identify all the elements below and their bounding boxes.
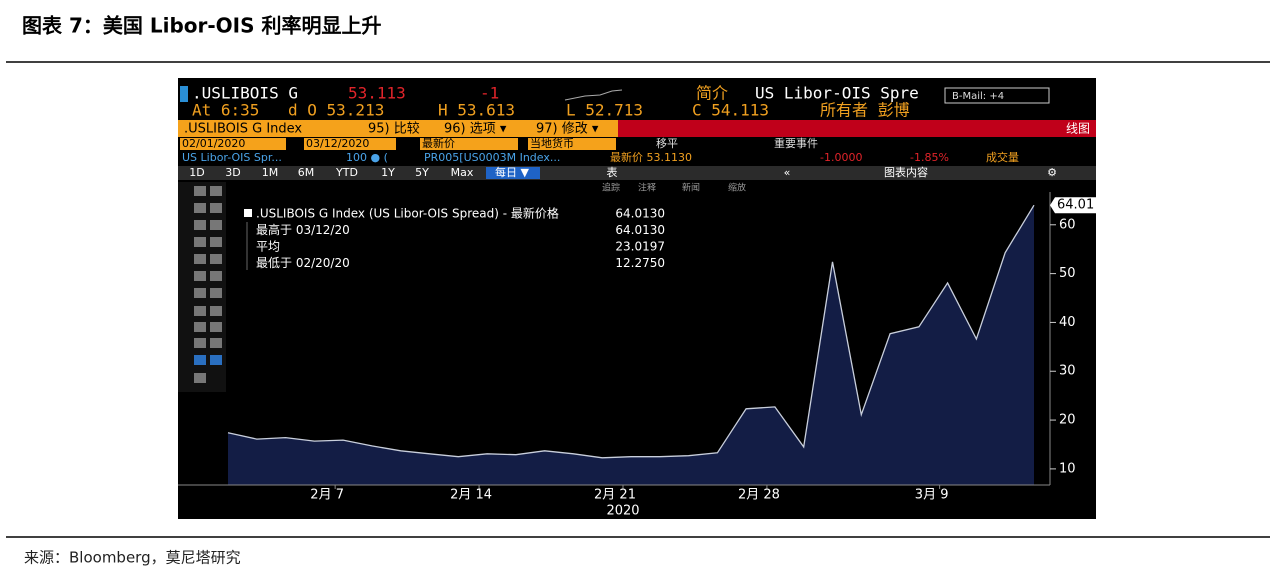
last-tag-label: 64.01: [1057, 198, 1094, 213]
y-tick-label: 10: [1059, 461, 1076, 476]
range-button[interactable]: 1D: [189, 166, 204, 179]
low: L 52.713: [566, 101, 643, 120]
y-tick-label: 60: [1059, 217, 1076, 232]
end-date[interactable]: 03/12/2020: [306, 137, 369, 150]
owner: 所有者 彭博: [820, 101, 910, 120]
x-tick-label: 2月 28: [738, 488, 780, 503]
legend-stat-name: 最低于 02/20/20: [256, 256, 350, 270]
area: [228, 205, 1034, 485]
chart-tools: 追踪 注释 新闻 缩放: [602, 182, 746, 194]
legend-stat-name: 最高于 03/12/20: [256, 222, 350, 237]
field[interactable]: 最新价: [422, 136, 455, 150]
start-date[interactable]: 02/01/2020: [182, 137, 245, 150]
series-change: -1.0000: [820, 151, 862, 164]
figure-title: 图表 7：美国 Libor-OIS 利率明显上升: [22, 14, 381, 38]
range-active[interactable]: [486, 167, 540, 179]
series-ticker: PR005[US0003M Index...: [424, 151, 560, 164]
y-tick-label: 40: [1059, 315, 1076, 330]
mail[interactable]: B-Mail: +4: [952, 91, 1004, 102]
menu-compare[interactable]: 95) 比较: [368, 122, 420, 137]
range-button[interactable]: 5Y: [415, 166, 429, 179]
open: d O 53.213: [288, 101, 384, 120]
menu-line[interactable]: 线图: [1066, 122, 1090, 136]
high: H 53.613: [438, 101, 515, 120]
close: C 54.113: [692, 101, 769, 120]
legend-series: .USLIBOIS G Index (US Libor-OIS Spread) …: [256, 206, 559, 221]
date-box[interactable]: [304, 138, 396, 150]
range-button[interactable]: 1Y: [381, 166, 395, 179]
ticker: .USLIBOIS G: [192, 84, 298, 103]
events[interactable]: 重要事件: [774, 136, 818, 150]
range-buttons: 1D 3D 1M 6M YTD 1Y 5Y Max 每日 ▼ 表 « 图表内容 ⚙: [189, 165, 1057, 179]
mail-box[interactable]: [944, 87, 1050, 104]
change: -1: [480, 84, 499, 103]
series-param: 100 ● (: [346, 151, 388, 164]
range-button[interactable]: 1M: [262, 166, 279, 179]
last-tag: [1050, 197, 1096, 214]
x-tick-label: 2月 14: [450, 488, 492, 503]
legend-stat-value: 64.0130: [615, 223, 665, 237]
menu-security[interactable]: .USLIBOIS G Index: [184, 122, 302, 137]
desc: US Libor-OIS Spre: [755, 84, 919, 103]
range-bar: [178, 166, 1096, 180]
range-button[interactable]: ⚙: [1047, 166, 1057, 179]
menu-bar-left: [178, 120, 618, 137]
x-tick-label: 2月 7: [310, 488, 344, 503]
tool-button[interactable]: 追踪: [602, 182, 620, 194]
series-desc: US Libor-OIS Spr...: [182, 151, 282, 164]
legend-stat-name: 平均: [256, 240, 280, 254]
range-button[interactable]: 图表内容: [884, 165, 928, 179]
legend-stat-value: 23.0197: [615, 240, 665, 254]
time: At 6:35: [192, 101, 259, 120]
date-box[interactable]: [180, 138, 286, 150]
legend-stat-value: 64.0130: [615, 207, 665, 221]
area-line: [227, 204, 1035, 459]
sparkline: [564, 89, 623, 101]
legend-stat-value: 12.2750: [615, 256, 665, 270]
tool-button[interactable]: 注释: [638, 182, 656, 194]
menu-edit[interactable]: 97) 修改 ▾: [536, 122, 599, 137]
currency[interactable]: 当地货币: [530, 136, 574, 150]
series-last: 最新价 53.1130: [610, 150, 692, 164]
range-button[interactable]: 每日 ▼: [495, 165, 529, 179]
range-button[interactable]: 6M: [298, 166, 315, 179]
tool-button[interactable]: 缩放: [728, 182, 746, 194]
ticker-marker: [180, 86, 188, 102]
range-button[interactable]: Max: [451, 166, 474, 179]
range-button[interactable]: 表: [607, 165, 618, 179]
x-tick-label: 3月 9: [915, 488, 949, 503]
tool-button[interactable]: 新闻: [682, 182, 700, 194]
field-box[interactable]: [420, 138, 518, 150]
currency-box[interactable]: [528, 138, 616, 150]
x-axis-year: 2020: [606, 504, 639, 519]
toolbar-icons: [194, 186, 222, 383]
last-price: 53.113: [348, 84, 406, 103]
smoothing[interactable]: 移平: [656, 137, 678, 150]
x-tick-label: 2月 21: [594, 488, 636, 503]
plot: 10 20 30 40 50 60 2月 7 2月 14 2月 21 2月 28 3月 9 2020 6…: [178, 192, 1096, 519]
legend-swatch: [244, 209, 252, 217]
menu-options[interactable]: 96) 选项 ▾: [444, 122, 507, 137]
y-tick-label: 20: [1059, 413, 1076, 428]
source: 来源：Bloomberg，莫尼塔研究: [24, 549, 241, 567]
y-tick-label: 50: [1059, 266, 1076, 281]
y-tick-label: 30: [1059, 364, 1076, 379]
range-button[interactable]: 3D: [225, 166, 240, 179]
series-pct: -1.85%: [910, 151, 949, 164]
series-volume: 成交量: [986, 150, 1019, 164]
desc-label: 简介: [696, 84, 728, 103]
range-button[interactable]: «: [784, 166, 791, 179]
range-button[interactable]: YTD: [335, 166, 358, 179]
